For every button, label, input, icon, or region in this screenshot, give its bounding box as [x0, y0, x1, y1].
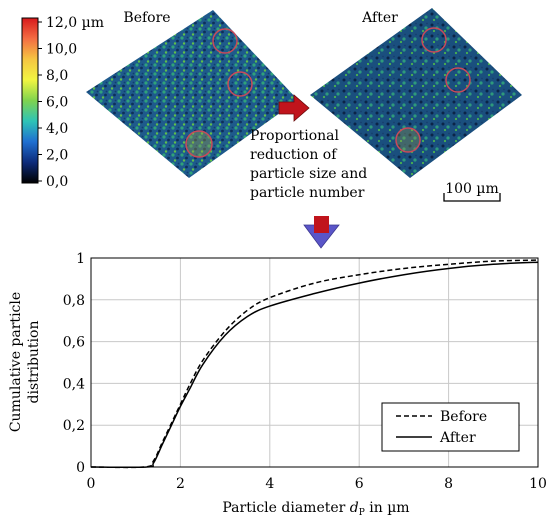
- scale-bar-label: 100 µm: [445, 181, 499, 197]
- marker-circle: [212, 28, 238, 54]
- marker-circle: [395, 127, 421, 153]
- marker-circle: [227, 71, 253, 97]
- y-tick-label: 0,6: [63, 335, 85, 351]
- x-axis-label-sub: P: [359, 508, 365, 518]
- series-line-after: [90, 261, 539, 469]
- x-axis-label-prefix: Particle diameter: [222, 500, 349, 516]
- x-tick-label: 8: [444, 476, 453, 492]
- colorbar-tick-label: 12,0 µm: [46, 15, 104, 31]
- right-arrow-icon: [278, 94, 310, 122]
- plot-frame: [90, 257, 539, 468]
- scale-bar: [443, 193, 501, 202]
- x-axis-label-suffix: in µm: [365, 500, 410, 516]
- down-arrow-icon: [303, 216, 340, 249]
- x-tick-labels: 0 2 4 6 8 10: [87, 476, 547, 492]
- x-axis-label: Particle diameter dP in µm: [222, 500, 409, 518]
- colorbar-gradient: [21, 17, 39, 184]
- y-tick-label: 0,2: [63, 418, 85, 434]
- x-axis-label-var: d: [350, 500, 359, 516]
- x-tick-label: 6: [355, 476, 364, 492]
- legend-after-label: After: [439, 430, 476, 446]
- y-tick-labels: 0 0,2 0,4 0,6 0,8 1: [63, 251, 85, 476]
- caption-line-4: particle number: [250, 185, 365, 201]
- before-label: Before: [123, 10, 170, 26]
- legend-before-label: Before: [440, 409, 487, 425]
- colorbar-tick-label: 0,0: [46, 174, 68, 190]
- colorbar-tick-label: 6,0: [46, 95, 68, 111]
- y-axis-label-line-1: Cumulative particle: [8, 292, 24, 432]
- caption-line-3: particle size and: [250, 166, 367, 182]
- y-tick-label: 1: [76, 251, 85, 267]
- y-axis-label-line-2: distribution: [26, 321, 42, 404]
- caption-line-1: Proportional: [250, 128, 340, 144]
- marker-circle: [421, 27, 447, 53]
- colorbar-tick-label: 2,0: [46, 148, 68, 164]
- before-markers: [185, 28, 253, 158]
- before-surface-image: [86, 10, 298, 178]
- series-line-before: [90, 259, 539, 469]
- colorbar-ticks: 12,0 µm 10,0 8,0 6,0 4,0 2,0 0,0: [38, 15, 104, 190]
- y-tick-label: 0,4: [63, 376, 85, 392]
- marker-circle: [445, 67, 471, 93]
- x-tick-label: 4: [265, 476, 274, 492]
- x-tick-label: 10: [529, 476, 547, 492]
- marker-circle: [185, 130, 213, 158]
- y-axis-label: Cumulative particle distribution: [8, 292, 42, 432]
- y-tick-label: 0: [76, 460, 85, 476]
- x-tick-label: 0: [87, 476, 96, 492]
- legend-box: [381, 402, 520, 452]
- after-label: After: [361, 10, 398, 26]
- colorbar-tick-label: 10,0: [46, 42, 77, 58]
- series-layer: [90, 259, 539, 469]
- x-tick-label: 2: [176, 476, 185, 492]
- caption-line-2: reduction of: [250, 147, 338, 163]
- chart: 0 2 4 6 8 10 0 0,2 0,4 0,6 0,8 1 Particle diameter…: [8, 251, 547, 518]
- colorbar: 12,0 µm 10,0 8,0 6,0 4,0 2,0 0,0: [21, 15, 104, 190]
- after-surface-image: [310, 8, 522, 178]
- after-markers: [395, 27, 471, 153]
- colorbar-tick-label: 8,0: [46, 68, 68, 84]
- legend: Before After: [381, 402, 520, 452]
- y-tick-label: 0,8: [63, 293, 85, 309]
- colorbar-tick-label: 4,0: [46, 121, 68, 137]
